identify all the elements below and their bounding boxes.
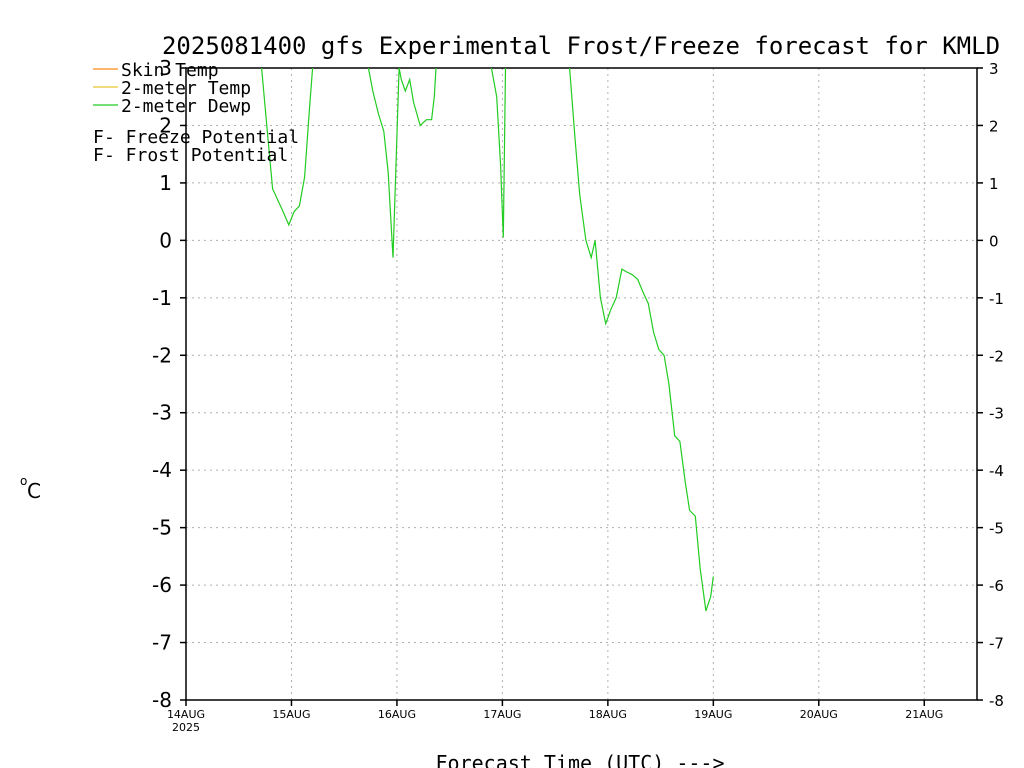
y-tick-label: -6 — [152, 573, 172, 597]
x-tick-label: 16AUG — [378, 708, 416, 721]
y-tick-label: 2 — [159, 113, 172, 137]
y-tick-label-right: -2 — [989, 347, 1004, 365]
y-tick-label: 3 — [159, 56, 172, 80]
x-tick-label: 14AUG — [167, 708, 205, 721]
y-tick-label: -4 — [152, 458, 172, 482]
x-axis-label: Forecast Time (UTC) ---> — [436, 751, 725, 768]
legend-label: 2-meter Dewp — [121, 96, 251, 117]
y-tick-label-right: 2 — [989, 117, 999, 135]
legend-marker-symbol: F — [93, 127, 104, 148]
y-tick-label-right: -3 — [989, 405, 1004, 423]
legend-marker-label: - Freeze Potential — [104, 127, 299, 148]
dewpoint-line-segment-4 — [569, 67, 714, 612]
y-tick-label-right: -6 — [989, 577, 1004, 595]
y-tick-label-right: -4 — [989, 462, 1004, 480]
chart-title: 2025081400 gfs Experimental Frost/Freeze… — [162, 32, 1000, 60]
y-tick-label: -3 — [152, 401, 172, 425]
dewpoint-line-segment-1 — [261, 67, 314, 227]
y-tick-label-right: -5 — [989, 520, 1004, 538]
dewpoint-line-segment-2 — [367, 67, 437, 258]
legend-marker-symbol: F — [93, 145, 104, 166]
y-axis-label: o C — [20, 474, 41, 503]
x-tick-sublabel: 2025 — [172, 721, 200, 734]
x-tick-label: 21AUG — [905, 708, 943, 721]
plot-border — [185, 67, 978, 701]
y-tick-label: -2 — [152, 343, 172, 367]
y-tick-label: -8 — [152, 688, 172, 712]
y-tick-label-right: -7 — [989, 635, 1004, 653]
x-tick-label: 20AUG — [800, 708, 838, 721]
y-tick-label: 0 — [159, 228, 172, 252]
y-tick-label: -1 — [152, 286, 172, 310]
y-tick-label-right: 3 — [989, 60, 999, 78]
legend-marker-label: - Frost Potential — [104, 145, 288, 166]
y-axis-left: -8 -7 -6 -5 -4 -3 -2 -1 0 1 2 3 — [152, 56, 186, 712]
legend-label: Skin Temp — [121, 60, 219, 81]
x-tick-label: 17AUG — [483, 708, 521, 721]
y-tick-label: -7 — [152, 631, 172, 655]
legend-label: 2-meter Temp — [121, 78, 251, 99]
y-axis-label-unit: C — [27, 479, 41, 503]
x-tick-label: 18AUG — [589, 708, 627, 721]
dewpoint-line-segment-3 — [490, 67, 507, 238]
y-tick-label-right: 1 — [989, 175, 999, 193]
x-tick-label: 19AUG — [694, 708, 732, 721]
plot-frame — [185, 67, 978, 701]
y-axis-label-degree: o — [20, 474, 27, 488]
y-tick-label-right: -8 — [989, 692, 1004, 710]
x-tick-label: 15AUG — [272, 708, 310, 721]
series-lines — [261, 67, 714, 612]
grid-lines — [186, 68, 977, 700]
y-tick-label: -5 — [152, 516, 172, 540]
y-tick-label-right: 0 — [989, 232, 999, 250]
y-tick-label-right: -1 — [989, 290, 1004, 308]
y-axis-right: -8 -7 -6 -5 -4 -3 -2 -1 0 1 2 3 — [977, 60, 1004, 710]
y-tick-label: 1 — [159, 171, 172, 195]
